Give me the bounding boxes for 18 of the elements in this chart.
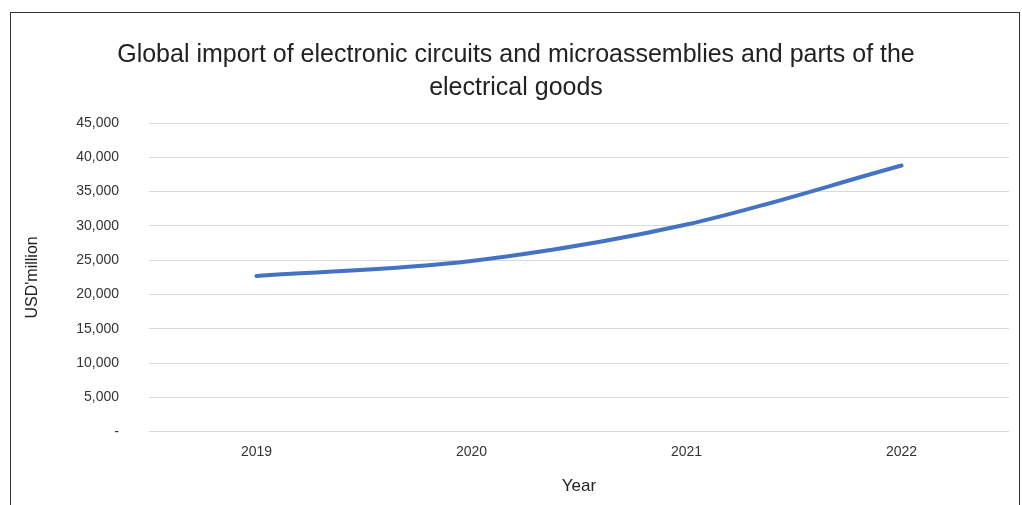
y-tick-label: 10,000 bbox=[76, 354, 120, 371]
x-tick-label: 2021 bbox=[670, 443, 703, 460]
line-series bbox=[254, 163, 904, 279]
y-tick-label: 15,000 bbox=[76, 319, 120, 336]
y-tick-label: 40,000 bbox=[76, 148, 120, 165]
x-tick-label: 2022 bbox=[885, 443, 918, 460]
x-axis-title: Year bbox=[561, 476, 597, 496]
y-tick-label: - bbox=[114, 422, 120, 439]
y-tick-label: 5,000 bbox=[83, 388, 120, 405]
y-tick-label: 25,000 bbox=[76, 251, 120, 268]
y-tick-label: 35,000 bbox=[76, 182, 120, 199]
y-tick-label: 20,000 bbox=[76, 285, 120, 302]
y-tick-label: 45,000 bbox=[76, 113, 120, 130]
y-axis-title: USD'million bbox=[23, 236, 41, 319]
x-tick-label: 2019 bbox=[240, 443, 273, 460]
y-tick-label: 30,000 bbox=[76, 216, 120, 233]
x-tick-label: 2020 bbox=[455, 443, 488, 460]
chart-title: Global import of electronic circuits and microassemblies and parts of the electrical goods bbox=[116, 38, 916, 102]
